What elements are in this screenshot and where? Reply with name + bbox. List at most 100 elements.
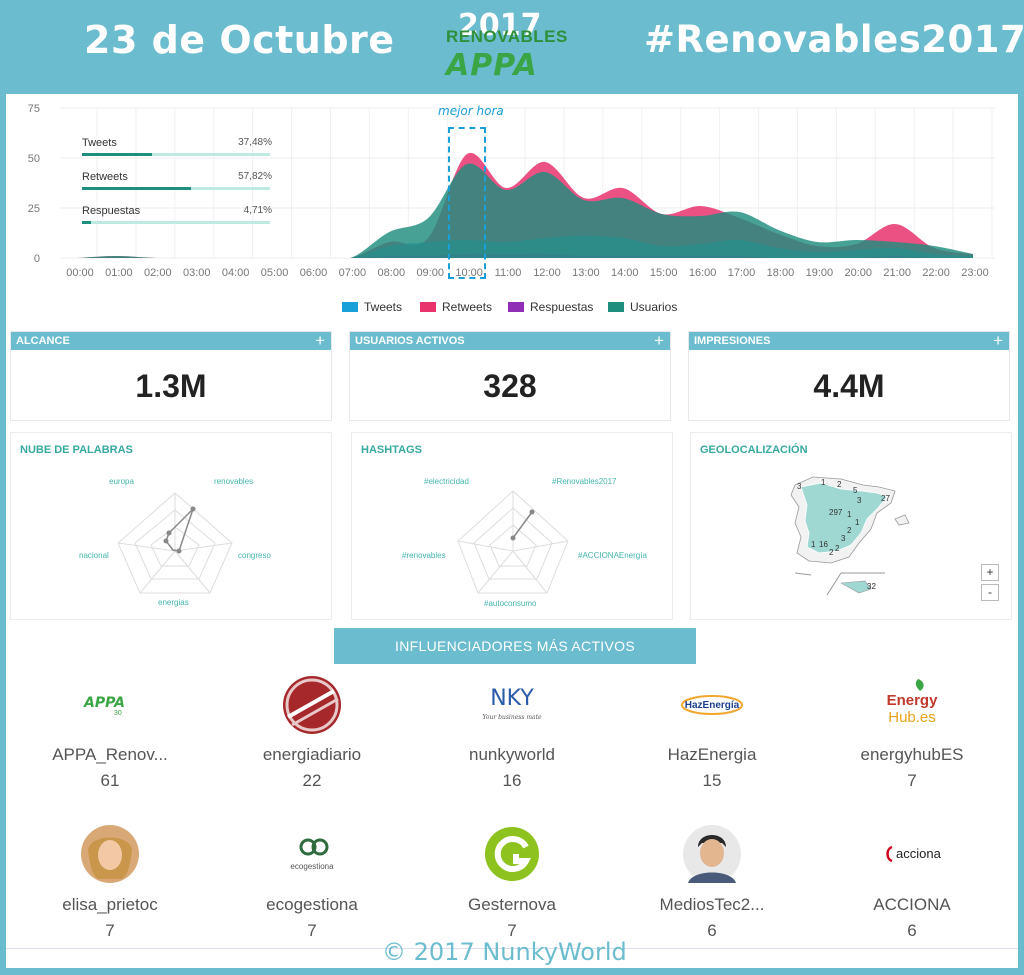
expand-icon[interactable]: + bbox=[993, 331, 1003, 350]
influencer-name: ACCIONA bbox=[873, 895, 951, 914]
radar-label: nacional bbox=[79, 551, 109, 560]
haz-logo-text: HazEnergía bbox=[685, 700, 740, 711]
kpi-alcance: ALCANCE + 1.3M bbox=[10, 331, 332, 421]
zoom-in-button[interactable]: + bbox=[981, 564, 999, 581]
avatar-shirt bbox=[688, 872, 736, 883]
influencer-gesternova[interactable]: Gesternova 7 bbox=[412, 825, 612, 945]
expand-icon[interactable]: + bbox=[654, 331, 664, 350]
x-tick-label: 00:00 bbox=[66, 267, 94, 279]
radar-ring bbox=[150, 526, 200, 567]
legend-item-usuarios[interactable]: Usuarios bbox=[608, 300, 677, 314]
legend-item-retweets[interactable]: Retweets bbox=[420, 300, 492, 314]
influencer-count: 6 bbox=[907, 921, 917, 940]
map-islands bbox=[894, 514, 910, 526]
legend-label: Tweets bbox=[364, 300, 403, 314]
x-tick-label: 22:00 bbox=[922, 267, 950, 279]
renovables-logo: 2017 RENOVABLES APPA bbox=[444, 8, 584, 83]
influencer-nunkyworld[interactable]: NKY Your business mate nunkyworld 16 bbox=[412, 675, 612, 795]
radar-point bbox=[510, 535, 516, 541]
influencers-title: INFLUENCIADORES MÁS ACTIVOS bbox=[334, 628, 696, 664]
stat-track bbox=[82, 221, 270, 224]
logo-g bbox=[494, 836, 531, 872]
map-canarias bbox=[839, 580, 872, 594]
x-tick-label: 19:00 bbox=[806, 267, 834, 279]
radar-axis bbox=[117, 542, 176, 552]
bottom-divider bbox=[6, 948, 1018, 949]
x-tick-label: 18:00 bbox=[767, 267, 795, 279]
map-count: 2 bbox=[847, 526, 852, 535]
x-tick-label: 04:00 bbox=[222, 267, 250, 279]
radar-label: #renovables bbox=[402, 551, 446, 560]
series-area-usuarios bbox=[78, 163, 973, 258]
legend-item-tweets[interactable]: Tweets bbox=[342, 300, 402, 314]
stat-percent: 57,82% bbox=[238, 171, 272, 182]
x-tick-label: 16:00 bbox=[689, 267, 717, 279]
card-title: GEOLOCALIZACIÓN bbox=[700, 444, 808, 456]
influencer-appa[interactable]: APPA 30 APPA_Renov... 61 bbox=[10, 675, 210, 795]
energy-logo-text: Energy bbox=[887, 692, 939, 709]
acciona-mark bbox=[886, 845, 893, 863]
stat-label: Retweets bbox=[82, 171, 128, 183]
radar-ring bbox=[117, 492, 233, 594]
radar-ring bbox=[473, 507, 553, 580]
appa-logo-text: APPA bbox=[83, 695, 125, 711]
map-count: 1 bbox=[821, 478, 826, 487]
influencer-energyhub[interactable]: Energy Hub.es energyhubES 7 bbox=[812, 675, 1012, 795]
kpi-title: ALCANCE bbox=[16, 335, 70, 347]
legend-label: Usuarios bbox=[630, 300, 678, 314]
card-word-cloud: NUBE DE PALABRAS renovables congreso ene… bbox=[10, 432, 332, 620]
avatar-face bbox=[700, 839, 724, 867]
x-tick-label: 20:00 bbox=[844, 267, 872, 279]
radar-shape bbox=[165, 508, 194, 552]
x-tick-label: 11:00 bbox=[495, 267, 522, 279]
hub-logo-text: Hub.es bbox=[888, 709, 936, 726]
influencer-name: APPA_Renov... bbox=[52, 745, 168, 764]
radar-axis bbox=[139, 550, 176, 594]
radar-axis bbox=[512, 540, 569, 552]
kpi-value: 4.4M bbox=[813, 368, 885, 404]
kpi-value: 1.3M bbox=[135, 368, 207, 404]
radar-point bbox=[176, 548, 182, 554]
ecogestiona-logo: ecogestiona bbox=[290, 838, 334, 871]
energiadiario-logo bbox=[283, 676, 341, 734]
legend-item-respuestas[interactable]: Respuestas bbox=[508, 300, 593, 314]
radar-ring bbox=[134, 509, 216, 580]
map-count: 1 bbox=[847, 510, 852, 519]
influencer-ecogestiona[interactable]: ecogestiona ecogestiona 7 bbox=[212, 825, 412, 945]
influencer-name: nunkyworld bbox=[469, 745, 555, 764]
best-hour-box bbox=[448, 127, 486, 279]
hashtag-radar: #Renovables2017 #ACCIONAEnergía #autocon… bbox=[402, 477, 647, 608]
radar-label: #Renovables2017 bbox=[552, 477, 617, 486]
influencer-hazenergia[interactable]: HazEnergía HazEnergia 15 bbox=[612, 675, 812, 795]
radar-label: #ACCIONAEnergía bbox=[578, 551, 647, 560]
legend-label: Retweets bbox=[442, 300, 493, 314]
influencer-count: 7 bbox=[105, 921, 115, 940]
map-count: 2 bbox=[835, 544, 840, 553]
radar-ring bbox=[457, 490, 569, 594]
influencer-elisa[interactable]: elisa_prietoc 7 bbox=[10, 825, 210, 945]
influencer-acciona[interactable]: acciona ACCIONA 6 bbox=[812, 825, 1012, 945]
x-tick-label: 10:00 bbox=[455, 267, 483, 279]
header-hashtag: #Renovables2017 bbox=[644, 18, 1024, 61]
influencer-mediostec[interactable]: MediosTec2... 6 bbox=[612, 825, 812, 945]
radar-label: energias bbox=[158, 598, 189, 607]
x-tick-label: 17:00 bbox=[728, 267, 756, 279]
expand-icon[interactable]: + bbox=[315, 331, 325, 350]
nky-logo: NKY Your business mate bbox=[482, 686, 542, 721]
influencer-energiadiario[interactable]: energiadiario 22 bbox=[212, 675, 412, 795]
x-tick-label: 23:00 bbox=[961, 267, 989, 279]
header-date: 23 de Octubre bbox=[84, 18, 395, 62]
spain-map[interactable]: 3 1 2 5 3 27 297 1 1 2 1 16 3 2 2 32 bbox=[691, 433, 1013, 621]
radar-point bbox=[190, 506, 196, 512]
kpi-title: USUARIOS ACTIVOS bbox=[355, 335, 465, 347]
radar-axis bbox=[477, 550, 514, 594]
x-tick-label: 01:00 bbox=[105, 267, 133, 279]
map-count: 27 bbox=[881, 494, 890, 503]
radar-axis bbox=[174, 550, 211, 594]
x-tick-label: 12:00 bbox=[533, 267, 561, 279]
influencer-count: 16 bbox=[502, 771, 522, 790]
map-count: 2 bbox=[829, 548, 834, 557]
stat-percent: 4,71% bbox=[243, 205, 272, 216]
logo-swoosh bbox=[681, 695, 743, 715]
zoom-out-button[interactable]: - bbox=[981, 584, 999, 601]
